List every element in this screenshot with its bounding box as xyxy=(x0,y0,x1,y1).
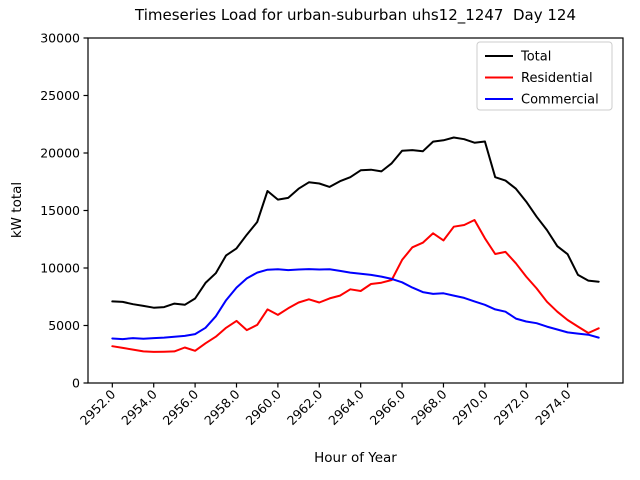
legend-label-residential: Residential xyxy=(521,71,593,86)
x-tick-label: 2964.0 xyxy=(325,386,367,428)
legend-label-total: Total xyxy=(520,50,551,65)
x-axis-label: Hour of Year xyxy=(314,450,397,466)
series-line-total xyxy=(111,136,600,309)
x-tick-label: 2956.0 xyxy=(160,386,202,428)
y-axis-label: kW total xyxy=(9,181,25,239)
x-tick-label: 2972.0 xyxy=(491,386,533,428)
y-tick-label: 15000 xyxy=(40,203,80,218)
y-tick-label: 5000 xyxy=(48,318,80,333)
legend-label-commercial: Commercial xyxy=(521,93,599,108)
legend-box xyxy=(476,41,613,111)
y-tick-label: 10000 xyxy=(40,261,80,276)
x-tick-label: 2954.0 xyxy=(118,386,160,428)
x-tick-label: 2968.0 xyxy=(408,386,450,428)
series-line-commercial xyxy=(111,268,600,341)
x-tick-label: 2952.0 xyxy=(77,386,119,428)
x-tick-label: 2974.0 xyxy=(532,386,574,428)
y-tick-label: 0 xyxy=(72,376,80,391)
x-tick-label: 2960.0 xyxy=(242,386,284,428)
y-tick-label: 30000 xyxy=(40,31,80,46)
x-tick-label: 2962.0 xyxy=(284,386,326,428)
y-tick-label: 20000 xyxy=(40,146,80,161)
y-tick-label: 25000 xyxy=(40,88,80,103)
x-tick-label: 2966.0 xyxy=(367,386,409,428)
series-line-residential xyxy=(111,219,600,353)
x-tick-label: 2970.0 xyxy=(449,386,491,428)
chart-title: Timeseries Load for urban-suburban uhs12… xyxy=(135,6,576,24)
x-tick-label: 2958.0 xyxy=(201,386,243,428)
